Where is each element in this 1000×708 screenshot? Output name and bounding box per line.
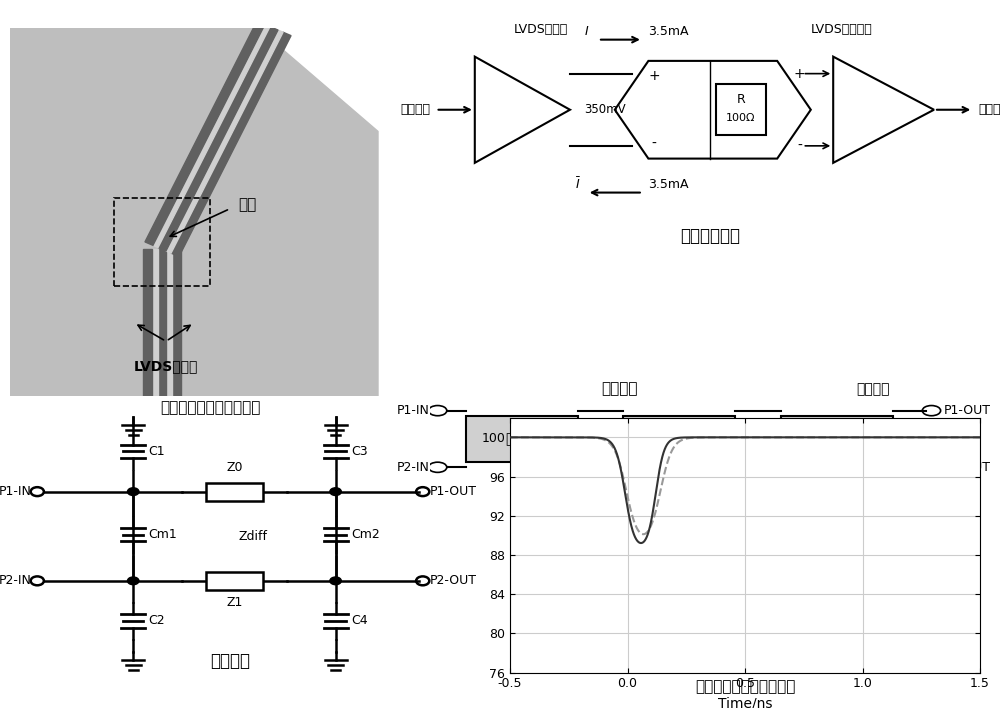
Circle shape <box>330 577 341 585</box>
Bar <box>466 416 578 462</box>
Text: Zdiff: Zdiff <box>239 530 268 543</box>
Text: +: + <box>794 67 805 81</box>
Polygon shape <box>143 249 152 396</box>
Text: 信号输出: 信号输出 <box>821 432 854 446</box>
Circle shape <box>127 488 139 496</box>
Text: P1-IN: P1-IN <box>397 404 430 417</box>
Text: C2: C2 <box>149 615 165 627</box>
X-axis label: Time/ns: Time/ns <box>718 696 772 708</box>
Text: $\bar{I}$: $\bar{I}$ <box>575 176 581 192</box>
Text: P1-OUT: P1-OUT <box>944 404 991 417</box>
Text: LVDS驱动器: LVDS驱动器 <box>514 23 568 35</box>
Text: P2-IN: P2-IN <box>0 574 32 588</box>
Polygon shape <box>158 249 166 396</box>
Polygon shape <box>153 25 270 248</box>
Text: C1: C1 <box>149 445 165 458</box>
Bar <box>206 483 263 501</box>
Text: P2-OUT: P2-OUT <box>944 461 991 474</box>
Text: 100Ω: 100Ω <box>726 113 756 123</box>
Text: C4: C4 <box>351 615 368 627</box>
Text: 数据发送模型: 数据发送模型 <box>680 227 740 244</box>
Circle shape <box>127 577 139 585</box>
Text: C3: C3 <box>351 445 368 458</box>
Text: -: - <box>652 137 656 151</box>
Bar <box>716 84 766 135</box>
Polygon shape <box>171 32 291 256</box>
Text: 低电压差分信号线的拐角: 低电压差分信号线的拐角 <box>160 400 260 415</box>
Text: 差分阻抗: 差分阻抗 <box>856 382 890 396</box>
Text: LVDS接收子器: LVDS接收子器 <box>811 23 873 35</box>
Text: -: - <box>797 139 802 153</box>
Text: 3.5mA: 3.5mA <box>648 178 689 190</box>
Text: 拐角: 拐角 <box>238 198 256 212</box>
Text: 拐角: 拐角 <box>671 432 688 446</box>
Polygon shape <box>145 21 265 246</box>
Text: 拐角走线对阻抗影响对比: 拐角走线对阻抗影响对比 <box>695 679 795 694</box>
Text: Z0: Z0 <box>226 462 243 474</box>
Polygon shape <box>172 249 181 396</box>
Polygon shape <box>166 249 172 396</box>
Text: P1-OUT: P1-OUT <box>430 485 477 498</box>
Text: Cm2: Cm2 <box>351 528 380 541</box>
Text: 信号输入: 信号输入 <box>505 432 538 446</box>
Text: P1-IN: P1-IN <box>0 485 32 498</box>
Text: R: R <box>736 93 745 105</box>
Text: $I$: $I$ <box>584 25 590 38</box>
Bar <box>781 416 893 462</box>
Polygon shape <box>166 30 283 253</box>
Bar <box>206 572 263 590</box>
Text: 3.5mA: 3.5mA <box>648 25 689 38</box>
Polygon shape <box>158 27 278 251</box>
Text: 等效电路: 等效电路 <box>210 652 250 670</box>
Text: 数据发送: 数据发送 <box>400 103 430 116</box>
Polygon shape <box>152 249 158 396</box>
Text: Cm1: Cm1 <box>149 528 177 541</box>
Text: 350mV: 350mV <box>584 103 626 116</box>
Circle shape <box>330 488 341 496</box>
Text: P2-IN: P2-IN <box>397 461 430 474</box>
Text: LVDS传输线: LVDS传输线 <box>134 360 198 374</box>
Text: Z1: Z1 <box>226 596 243 610</box>
Text: 数据接收: 数据接收 <box>979 103 1000 116</box>
Bar <box>623 416 735 462</box>
Text: 等效模型: 等效模型 <box>602 382 638 396</box>
Polygon shape <box>10 28 378 396</box>
Bar <box>114 198 210 286</box>
Text: P2-OUT: P2-OUT <box>430 574 477 588</box>
Text: +: + <box>648 69 660 83</box>
